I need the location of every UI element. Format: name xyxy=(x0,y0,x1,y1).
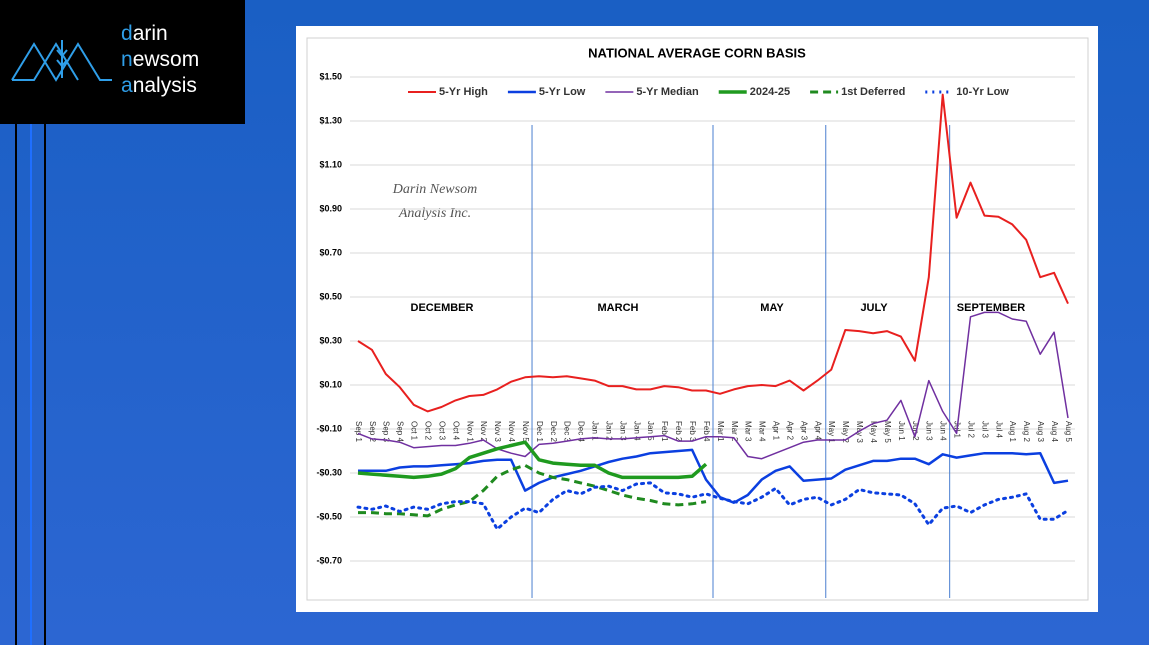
y-tick-label: $1.10 xyxy=(319,159,342,169)
x-tick-label: Aug 3 xyxy=(1036,421,1045,442)
x-tick-label: Nov 3 xyxy=(493,421,502,442)
legend-label: 5-Yr Low xyxy=(539,86,586,98)
y-tick-label: -$0.70 xyxy=(316,555,342,565)
y-tick-label: $1.50 xyxy=(319,71,342,81)
x-tick-label: Oct 1 xyxy=(410,421,419,441)
watermark: Analysis Inc. xyxy=(398,206,471,221)
y-tick-label: -$0.30 xyxy=(316,467,342,477)
watermark: Darin Newsom xyxy=(392,182,477,197)
x-tick-label: May 5 xyxy=(883,421,892,443)
x-tick-label: Jul 3 xyxy=(980,421,989,438)
x-tick-label: Oct 4 xyxy=(451,421,460,441)
x-tick-label: Jan 2 xyxy=(604,421,613,441)
x-tick-label: Dec 1 xyxy=(535,421,544,442)
legend-label: 10-Yr Low xyxy=(956,86,1009,98)
logo-box xyxy=(0,0,245,124)
x-tick-label: Aug 1 xyxy=(1008,421,1017,442)
x-tick-label: Sep 4 xyxy=(396,421,405,442)
y-tick-label: -$0.10 xyxy=(316,423,342,433)
annotation: SEPTEMBER xyxy=(957,302,1026,314)
x-tick-label: Jan 1 xyxy=(591,421,600,441)
annotation: JULY xyxy=(860,302,888,314)
x-tick-label: Jul 4 xyxy=(994,421,1003,438)
x-tick-label: Dec 3 xyxy=(563,421,572,442)
x-tick-label: Aug 4 xyxy=(1050,421,1059,442)
series-line xyxy=(356,481,1070,531)
y-tick-label: $1.30 xyxy=(319,115,342,125)
plot-border xyxy=(306,37,1089,601)
x-tick-label: Jan 4 xyxy=(632,421,641,441)
x-tick-label: Dec 4 xyxy=(577,421,586,442)
y-tick-label: $0.30 xyxy=(319,335,342,345)
series-line xyxy=(358,448,1069,504)
x-tick-label: Sep 3 xyxy=(382,421,391,442)
x-tick-label: May 2 xyxy=(841,421,850,443)
legend-label: 5-Yr High xyxy=(439,86,488,98)
x-tick-label: Feb 4 xyxy=(702,421,711,442)
series-line xyxy=(357,93,1069,413)
series-line xyxy=(357,440,708,480)
series-line xyxy=(357,311,1069,460)
x-tick-label: Apr 1 xyxy=(772,421,781,441)
x-tick-label: Feb 1 xyxy=(660,421,669,442)
logo-text: darin xyxy=(121,22,168,45)
x-tick-label: Jul 2 xyxy=(966,421,975,438)
annotation: DECEMBER xyxy=(411,302,474,314)
logo-text: analysis xyxy=(121,74,197,97)
legend-label: 2024-25 xyxy=(750,86,790,98)
y-tick-label: $0.50 xyxy=(319,291,342,301)
x-tick-label: Jun 2 xyxy=(911,421,920,441)
chart-title: NATIONAL AVERAGE CORN BASIS xyxy=(588,45,806,60)
legend-label: 1st Deferred xyxy=(841,86,905,98)
x-tick-label: Nov 1 xyxy=(465,421,474,442)
x-tick-label: Sep 1 xyxy=(354,421,363,442)
x-tick-label: Jan 3 xyxy=(618,421,627,441)
y-tick-label: $0.10 xyxy=(319,379,342,389)
chart-panel xyxy=(296,26,1098,612)
legend-label: 5-Yr Median xyxy=(636,86,699,98)
x-tick-label: May 4 xyxy=(869,421,878,443)
x-tick-label: Apr 2 xyxy=(785,421,794,441)
y-tick-label: $0.90 xyxy=(319,203,342,213)
x-tick-label: May 3 xyxy=(855,421,864,443)
x-tick-label: Aug 5 xyxy=(1064,421,1073,442)
x-tick-label: Mar 3 xyxy=(744,421,753,442)
x-tick-label: Oct 2 xyxy=(423,421,432,441)
x-tick-label: Nov 2 xyxy=(479,421,488,442)
x-tick-label: Mar 2 xyxy=(730,421,739,442)
x-tick-label: Dec 2 xyxy=(549,421,558,442)
logo-text: newsom xyxy=(121,48,199,71)
x-tick-label: Oct 3 xyxy=(437,421,446,441)
x-tick-label: Jun 3 xyxy=(925,421,934,441)
annotation: MARCH xyxy=(598,302,639,314)
x-tick-label: Sep 2 xyxy=(368,421,377,442)
x-tick-label: May 1 xyxy=(827,421,836,443)
x-tick-label: Apr 4 xyxy=(813,421,822,441)
x-tick-label: Feb 3 xyxy=(688,421,697,442)
y-tick-label: -$0.50 xyxy=(316,511,342,521)
x-tick-label: Nov 5 xyxy=(521,421,530,442)
x-tick-label: Jun 1 xyxy=(897,421,906,441)
x-tick-label: Aug 2 xyxy=(1022,421,1031,442)
x-tick-label: Feb 2 xyxy=(674,421,683,442)
x-tick-label: Nov 4 xyxy=(507,421,516,442)
x-tick-label: Jun 4 xyxy=(939,421,948,441)
x-tick-label: Mar 4 xyxy=(758,421,767,442)
x-tick-label: Mar 1 xyxy=(716,421,725,442)
annotation: MAY xyxy=(760,302,784,314)
y-tick-label: $0.70 xyxy=(319,247,342,257)
series-line xyxy=(358,463,707,518)
logo-mark xyxy=(11,40,112,82)
x-tick-label: Apr 3 xyxy=(799,421,808,441)
x-tick-label: Jan 5 xyxy=(646,421,655,441)
